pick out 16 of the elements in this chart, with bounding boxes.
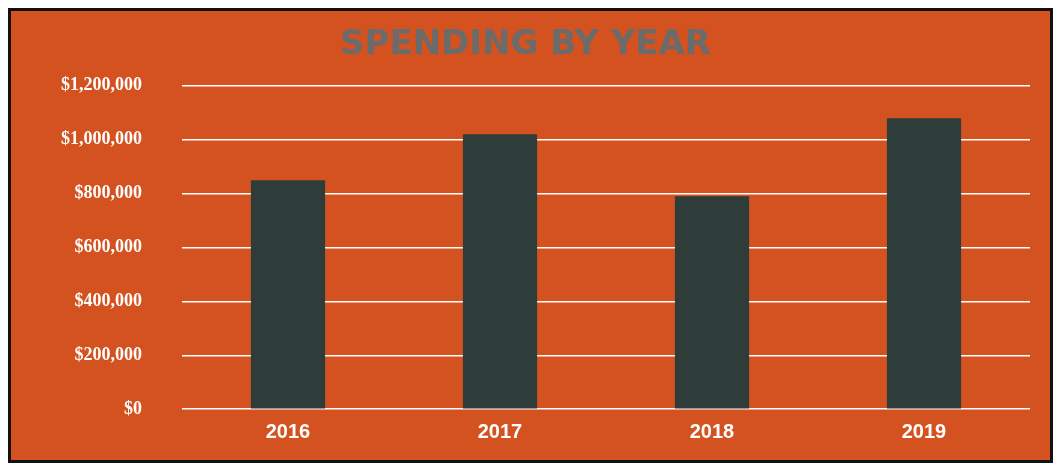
chart-title: SPENDING BY YEAR	[339, 22, 712, 63]
bar	[462, 134, 538, 409]
y-tick-label: $800,000	[74, 182, 142, 203]
y-tick-label: $400,000	[74, 290, 142, 311]
y-tick-label: $200,000	[74, 343, 142, 364]
x-tick-label: 2018	[689, 419, 735, 442]
y-tick-label: $600,000	[74, 236, 142, 257]
y-tick-label: $1,000,000	[61, 128, 142, 149]
bar	[250, 180, 326, 409]
y-tick-label: $1,200,000	[61, 74, 142, 95]
bar	[886, 118, 962, 409]
bar	[674, 196, 750, 409]
x-tick-label: 2017	[477, 419, 523, 442]
y-tick-label: $0	[124, 397, 142, 418]
x-tick-label: 2016	[265, 419, 311, 442]
x-tick-label: 2019	[901, 419, 947, 442]
